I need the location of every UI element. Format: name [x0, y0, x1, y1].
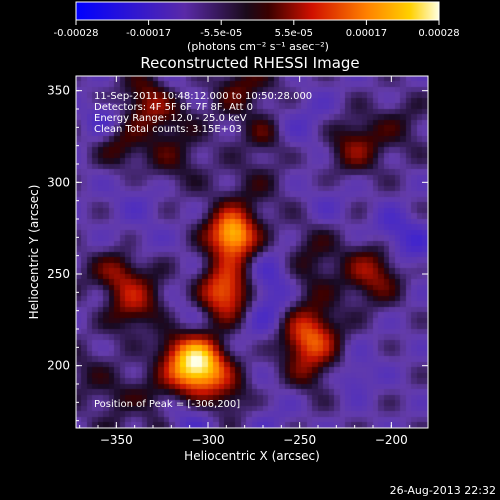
x-tick-label: −200 — [375, 433, 408, 447]
annotation-line: Clean Total counts: 3.15E+03 — [94, 124, 242, 135]
y-axis-label: Heliocentric Y (arcsec) — [27, 185, 41, 320]
y-tick-label: 250 — [47, 267, 70, 281]
x-axis-label: Heliocentric X (arcsec) — [184, 449, 320, 463]
y-tick-label: 200 — [47, 359, 70, 373]
x-tick-label: −350 — [100, 433, 133, 447]
plot-frame — [75, 75, 429, 429]
colorbar-tick-label: 0.00028 — [418, 28, 459, 39]
heatmap-image — [76, 76, 428, 428]
colorbar-ticks: -0.00028 -0.00017 -5.5e-05 5.5e-05 0.00017 0.… — [54, 20, 460, 39]
x-tick-label: −300 — [192, 433, 225, 447]
y-axis: 200 250 300 350 — [47, 84, 428, 422]
colorbar-tick-label: -0.00028 — [54, 28, 99, 39]
x-axis: −350 −300 −250 −200 — [79, 76, 429, 447]
colorbar-units: (photons cm⁻² s⁻¹ asec⁻²) — [187, 40, 329, 53]
annotation-line: Detectors: 4F 5F 6F 7F 8F, Att 0 — [94, 102, 253, 113]
colorbar-tick-label: -5.5e-05 — [200, 28, 242, 39]
chart-title: Reconstructed RHESSI Image — [140, 54, 359, 72]
annotation-block: 11-Sep-2011 10:48:12.000 to 10:50:28.000… — [94, 91, 312, 135]
footer-timestamp: 26-Aug-2013 22:32 — [390, 484, 496, 497]
annotation-line: Energy Range: 12.0 - 25.0 keV — [94, 113, 247, 124]
x-tick-label: −250 — [283, 433, 316, 447]
colorbar-tick-label: -0.00017 — [126, 28, 171, 39]
colorbar — [75, 1, 440, 21]
annotation-line: 11-Sep-2011 10:48:12.000 to 10:50:28.000 — [94, 91, 312, 102]
peak-position-label: Position of Peak = [-306,200] — [94, 399, 240, 410]
colorbar-tick-label: 5.5e-05 — [275, 28, 313, 39]
y-tick-label: 300 — [47, 175, 70, 189]
y-tick-label: 350 — [47, 84, 70, 98]
colorbar-tick-label: 0.00017 — [346, 28, 387, 39]
